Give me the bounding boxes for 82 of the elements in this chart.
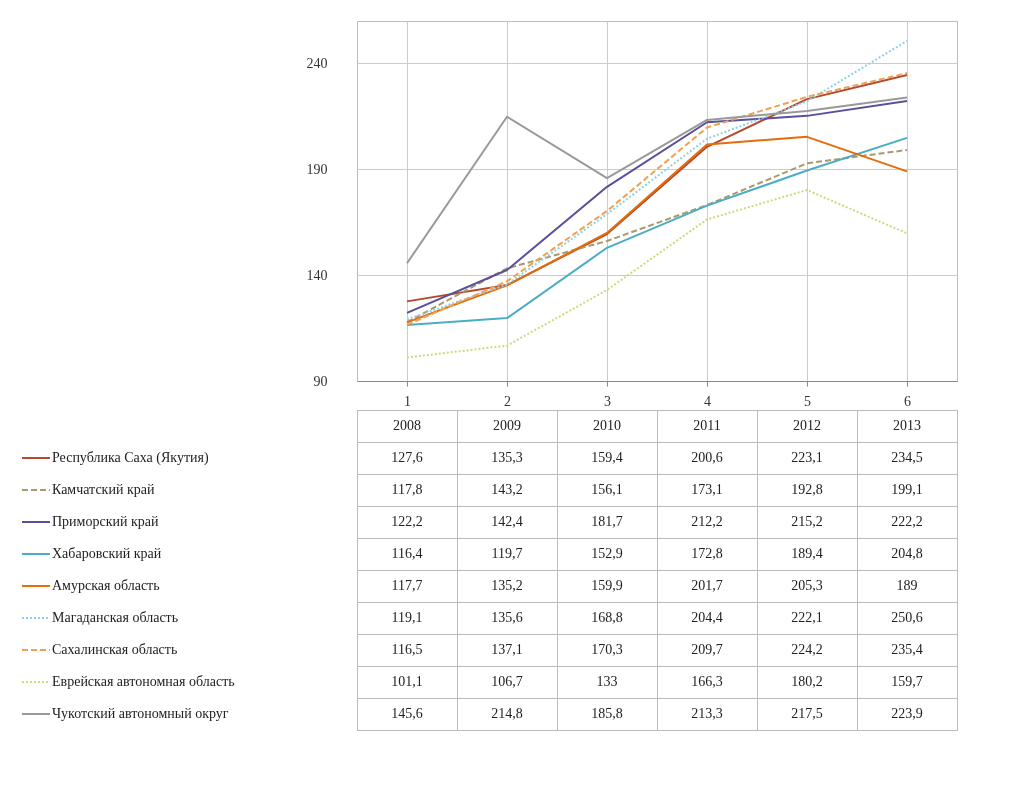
data-label: 172,8 [691, 546, 723, 561]
data-label: 204,8 [891, 546, 923, 561]
data-label: 201,7 [691, 578, 723, 593]
text: 2008 [393, 418, 421, 433]
data-label: 135,2 [491, 578, 523, 593]
x-tick-label: 2 [504, 393, 511, 409]
data-label: 135,6 [491, 610, 523, 625]
data-label: 212,2 [691, 514, 723, 529]
data-label: 101,1 [391, 674, 423, 689]
x-tick-label: 4 [704, 393, 711, 409]
data-label: 170,3 [591, 642, 623, 657]
data-label: 145,6 [391, 706, 423, 721]
data-label: 223,1 [791, 450, 823, 465]
legend-label: Магаданская область [52, 610, 179, 625]
data-label: 213,3 [691, 706, 723, 721]
data-label: 215,2 [791, 514, 823, 529]
y-tick-label: 90 [313, 373, 328, 389]
legend-label: Амурская область [52, 578, 160, 593]
x-tick-label: 3 [604, 393, 611, 409]
data-label: 152,9 [591, 546, 623, 561]
data-label: 116,4 [391, 546, 423, 561]
data-label: 117,7 [391, 578, 423, 593]
data-label: 173,1 [691, 482, 723, 497]
text: 2009 [493, 418, 521, 433]
x-tick-label: 5 [804, 393, 811, 409]
data-label: 235,4 [891, 642, 923, 657]
data-label: 222,1 [791, 610, 823, 625]
data-label: 185,8 [591, 706, 623, 721]
data-label: 204,4 [691, 610, 723, 625]
text: 2010 [593, 418, 621, 433]
data-label: 166,3 [691, 674, 723, 689]
text: 2012 [793, 418, 821, 433]
legend-label: Чукотский автономный округ [52, 706, 229, 721]
data-label: 200,6 [691, 450, 723, 465]
data-label: 214,8 [491, 706, 523, 721]
data-label: 119,1 [391, 610, 423, 625]
line-series [406, 100, 908, 314]
y-tick-label: 240 [306, 55, 328, 71]
data-label: 135,3 [491, 450, 523, 465]
data-label: 142,4 [491, 514, 523, 529]
data-label: 224,2 [791, 642, 823, 657]
data-label: 143,2 [491, 482, 523, 497]
data-label: 119,7 [491, 546, 523, 561]
data-label: 133 [596, 674, 618, 689]
data-label: 209,7 [691, 642, 723, 657]
legend-label: Хабаровский край [52, 546, 162, 561]
line-series [406, 96, 908, 265]
data-label: 117,8 [391, 482, 423, 497]
text: 2011 [693, 418, 721, 433]
legend-label: Камчатский край [52, 482, 155, 497]
data-label: 159,7 [891, 674, 923, 689]
data-label: 137,1 [491, 642, 523, 657]
data-label: 106,7 [491, 674, 523, 689]
data-label: 223,9 [891, 706, 923, 721]
y-tick-label: 190 [306, 161, 328, 177]
data-label: 217,5 [791, 706, 823, 721]
data-label: 168,8 [591, 610, 623, 625]
data-label: 180,2 [791, 674, 823, 689]
data-label: 156,1 [591, 482, 623, 497]
data-label: 199,1 [891, 482, 923, 497]
data-label: 181,7 [591, 514, 623, 529]
x-tick-label: 1 [404, 393, 411, 409]
line-series [406, 188, 908, 359]
data-label: 192,8 [791, 482, 823, 497]
data-label: 127,6 [391, 450, 423, 465]
legend-label: Сахалинская область [52, 642, 178, 657]
data-label: 159,9 [591, 578, 623, 593]
legend-label: Республика Саха (Якутия) [52, 450, 209, 466]
legend-label: Приморский край [52, 514, 159, 529]
data-label: 189,4 [791, 546, 823, 561]
text: 2013 [893, 418, 921, 433]
data-label: 189 [896, 578, 918, 593]
data-label: 222,2 [891, 514, 923, 529]
data-label: 250,6 [891, 610, 923, 625]
data-label: 122,2 [391, 514, 423, 529]
legend-label: Еврейская автономная область [52, 674, 235, 689]
y-tick-label: 140 [306, 267, 328, 283]
data-label: 159,4 [591, 450, 623, 465]
x-tick-label: 6 [904, 393, 911, 409]
data-label: 116,5 [391, 642, 423, 657]
data-label: 205,3 [791, 578, 823, 593]
data-label: 234,5 [891, 450, 923, 465]
